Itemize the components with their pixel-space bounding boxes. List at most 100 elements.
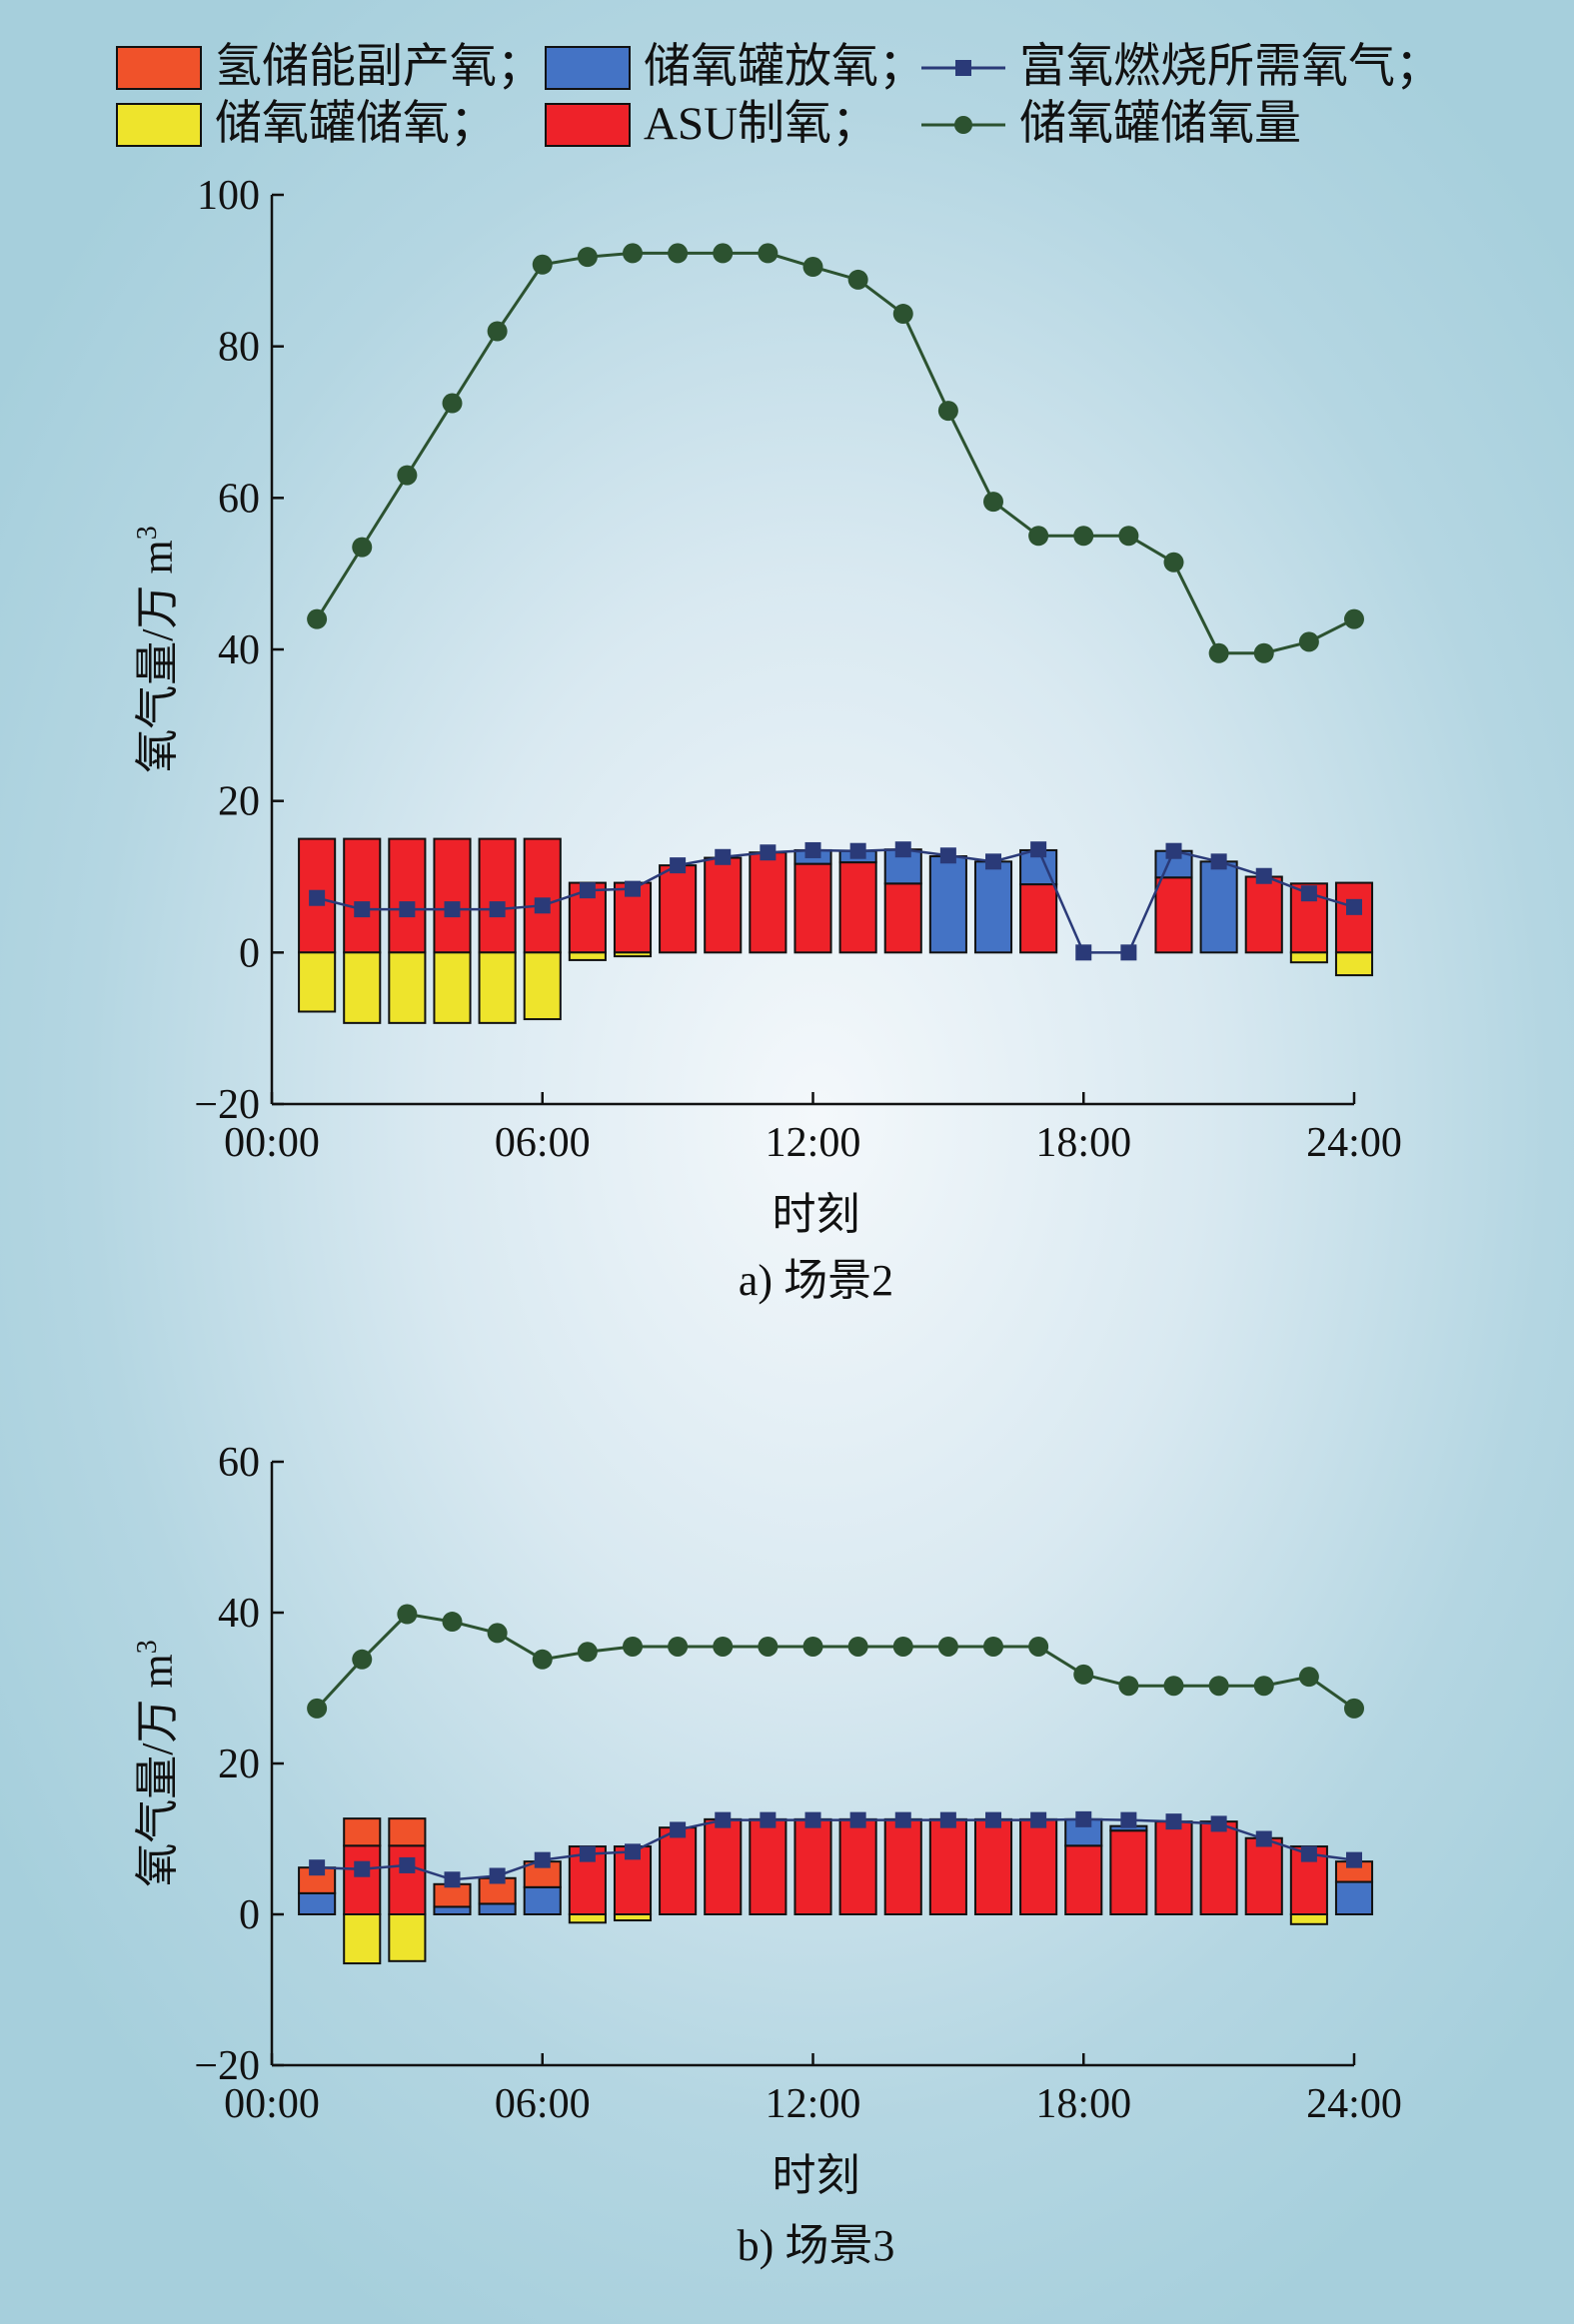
bar-group (298, 837, 1374, 1024)
y-axis-title: 氧气量/万 m3 (132, 526, 182, 772)
legend-label-0: 氢储能副产氧； (215, 41, 544, 93)
demand-line (317, 1817, 1355, 1881)
y-axis-title: 氧气量/万 m3 (132, 1640, 182, 1886)
storage-point (1118, 1676, 1139, 1697)
bar-ASU制氧-13 (838, 861, 877, 954)
bar-ASU制氧-4 (433, 837, 472, 954)
demand-point (715, 1811, 732, 1828)
storage-point (1028, 526, 1049, 547)
bar-储氧罐储氧-23 (1289, 951, 1328, 964)
bar-ASU制氧-11 (749, 851, 787, 954)
bar-储氧罐放氧-24 (1334, 1880, 1374, 1916)
demand-point (985, 853, 1001, 870)
legend-label-3: 储氧罐储氧； (215, 98, 497, 150)
demand-point (309, 889, 326, 906)
bar-储氧罐放氧-16 (973, 860, 1013, 954)
bar-ASU制氧-12 (793, 1817, 832, 1915)
y-tick-label: 20 (218, 779, 260, 825)
demand-point (715, 848, 732, 865)
bar-ASU制氧-19 (1109, 1829, 1148, 1915)
demand-point (534, 1851, 551, 1868)
demand-point (1030, 1811, 1047, 1828)
storage-line (315, 251, 1355, 655)
bar-储氧罐储氧-23 (1289, 1913, 1328, 1925)
storage-point (668, 1636, 689, 1657)
storage-point (1344, 1698, 1364, 1719)
demand-point (1255, 867, 1272, 884)
bar-ASU制氧-11 (749, 1817, 787, 1915)
panel-caption: b) 场景3 (738, 2221, 895, 2270)
demand-point (1210, 1815, 1227, 1832)
legend-label-2: 富氧燃烧所需氧气； (1019, 41, 1442, 93)
bar-group (298, 1817, 1374, 1965)
storage-line (316, 1612, 1355, 1711)
bar-ASU制氧-3 (388, 1844, 427, 1916)
bar-储氧罐放氧-15 (928, 855, 967, 954)
demand-point (670, 857, 687, 874)
demand-point (489, 901, 506, 918)
bar-ASU制氧-20 (1154, 1820, 1193, 1916)
storage-point (1344, 608, 1364, 629)
storage-point (847, 269, 868, 290)
demand-point (804, 1811, 821, 1828)
bar-储氧罐储氧-7 (568, 1913, 607, 1924)
y-tick-label: 0 (239, 1892, 260, 1938)
demand-point (354, 1860, 371, 1877)
storage-point (983, 1636, 1003, 1657)
legend-swatch-1 (545, 46, 631, 90)
legend-label-4: ASU制氧； (644, 98, 878, 150)
storage-point (1253, 1676, 1274, 1697)
storage-point (802, 1636, 823, 1657)
storage-point (532, 254, 553, 275)
demand-point (309, 1859, 326, 1876)
bar-储氧罐储氧-3 (388, 951, 427, 1024)
demand-point (489, 1867, 506, 1884)
bar-ASU制氧-12 (793, 862, 832, 954)
bar-ASU制氧-16 (973, 1817, 1013, 1915)
storage-point (1208, 1676, 1229, 1697)
storage-point (847, 1636, 868, 1657)
demand-point (534, 897, 551, 914)
storage-point (1298, 1667, 1319, 1688)
demand-point (1300, 1845, 1317, 1862)
x-tick-label: 12:00 (766, 2081, 861, 2127)
x-tick-label: 24:00 (1306, 2081, 1402, 2127)
x-tick-label: 06:00 (495, 2081, 591, 2127)
storage-point (937, 401, 958, 422)
storage-point (442, 1612, 463, 1633)
demand-point (1255, 1830, 1272, 1847)
bar-储氧罐储氧-2 (343, 951, 382, 1024)
x-tick-label: 12:00 (766, 1120, 861, 1166)
demand-point (894, 841, 911, 858)
legend-swatch-0 (116, 46, 202, 90)
storage-point (577, 247, 598, 268)
bar-储氧罐储氧-6 (523, 951, 562, 1021)
bar-储氧罐放氧-4 (433, 1905, 472, 1915)
demand-point (399, 901, 416, 918)
panel-a: −20 0 20 40 60 80 100 00:00 06:00 12:00 18:00 24:00… (132, 173, 1402, 1305)
demand-point (1030, 841, 1047, 858)
x-tick-label: 00:00 (224, 1120, 320, 1166)
storage-point (758, 243, 779, 264)
y-tick-label: 0 (239, 930, 260, 976)
storage-point (577, 1642, 598, 1663)
storage-point (713, 243, 734, 264)
storage-point (1163, 552, 1184, 573)
demand-point (579, 1845, 596, 1862)
storage-point (892, 1636, 913, 1657)
legend-marker-circle-icon (954, 116, 972, 134)
bar-ASU制氧-9 (659, 1826, 698, 1916)
y-axis-title-sup: 3 (132, 526, 163, 540)
bar-ASU制氧-9 (659, 864, 698, 954)
bar-储氧罐放氧-6 (523, 1885, 562, 1915)
bar-ASU制氧-17 (1019, 883, 1058, 954)
bar-储氧罐储氧-1 (298, 951, 337, 1013)
storage-point (487, 321, 508, 342)
bar-ASU制氧-14 (883, 882, 922, 954)
storage-point (983, 492, 1003, 513)
storage-point (352, 1649, 373, 1670)
legend-label-5: 储氧罐储氧量 (1019, 98, 1301, 150)
storage-point (397, 465, 418, 486)
storage-point (937, 1636, 958, 1657)
demand-point (760, 1811, 777, 1828)
